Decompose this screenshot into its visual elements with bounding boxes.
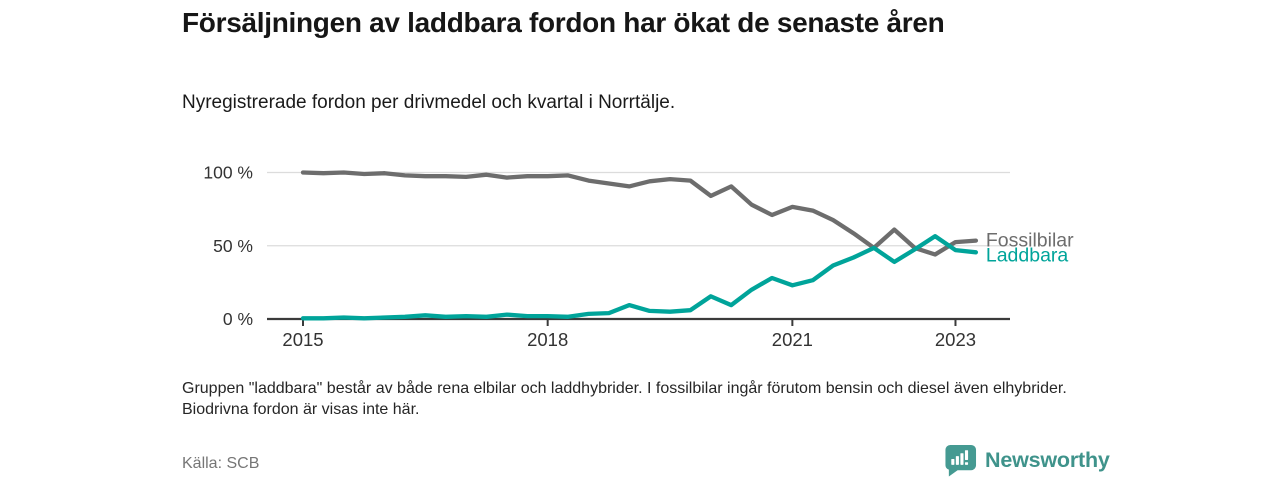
y-tick-label: 50 % — [213, 236, 253, 256]
x-tick-label: 2023 — [935, 329, 976, 350]
newsworthy-logo-text: Newsworthy — [985, 447, 1110, 472]
chart-title: Försäljningen av laddbara fordon har öka… — [182, 7, 945, 38]
laddbara-series-label: Laddbara — [986, 245, 1069, 267]
fossilbilar-line — [300, 170, 979, 257]
chart-footnote: Gruppen "laddbara" består av både rena e… — [182, 380, 1067, 419]
newsworthy-logo: Newsworthy — [944, 443, 1110, 477]
newsworthy-logo-icon — [945, 444, 977, 477]
x-tick-label: 2021 — [772, 329, 813, 350]
x-tick-label: 2018 — [527, 329, 568, 350]
y-tick-label: 0 % — [223, 309, 253, 329]
fossilbilar-series-label: Fossilbilar — [986, 230, 1074, 252]
x-tick-label: 2015 — [282, 329, 323, 350]
laddbara-line — [300, 234, 979, 321]
chart-subtitle: Nyregistrerade fordon per drivmedel och … — [182, 92, 676, 113]
source-label: Källa: SCB — [182, 455, 260, 472]
y-tick-label: 100 % — [203, 163, 253, 183]
